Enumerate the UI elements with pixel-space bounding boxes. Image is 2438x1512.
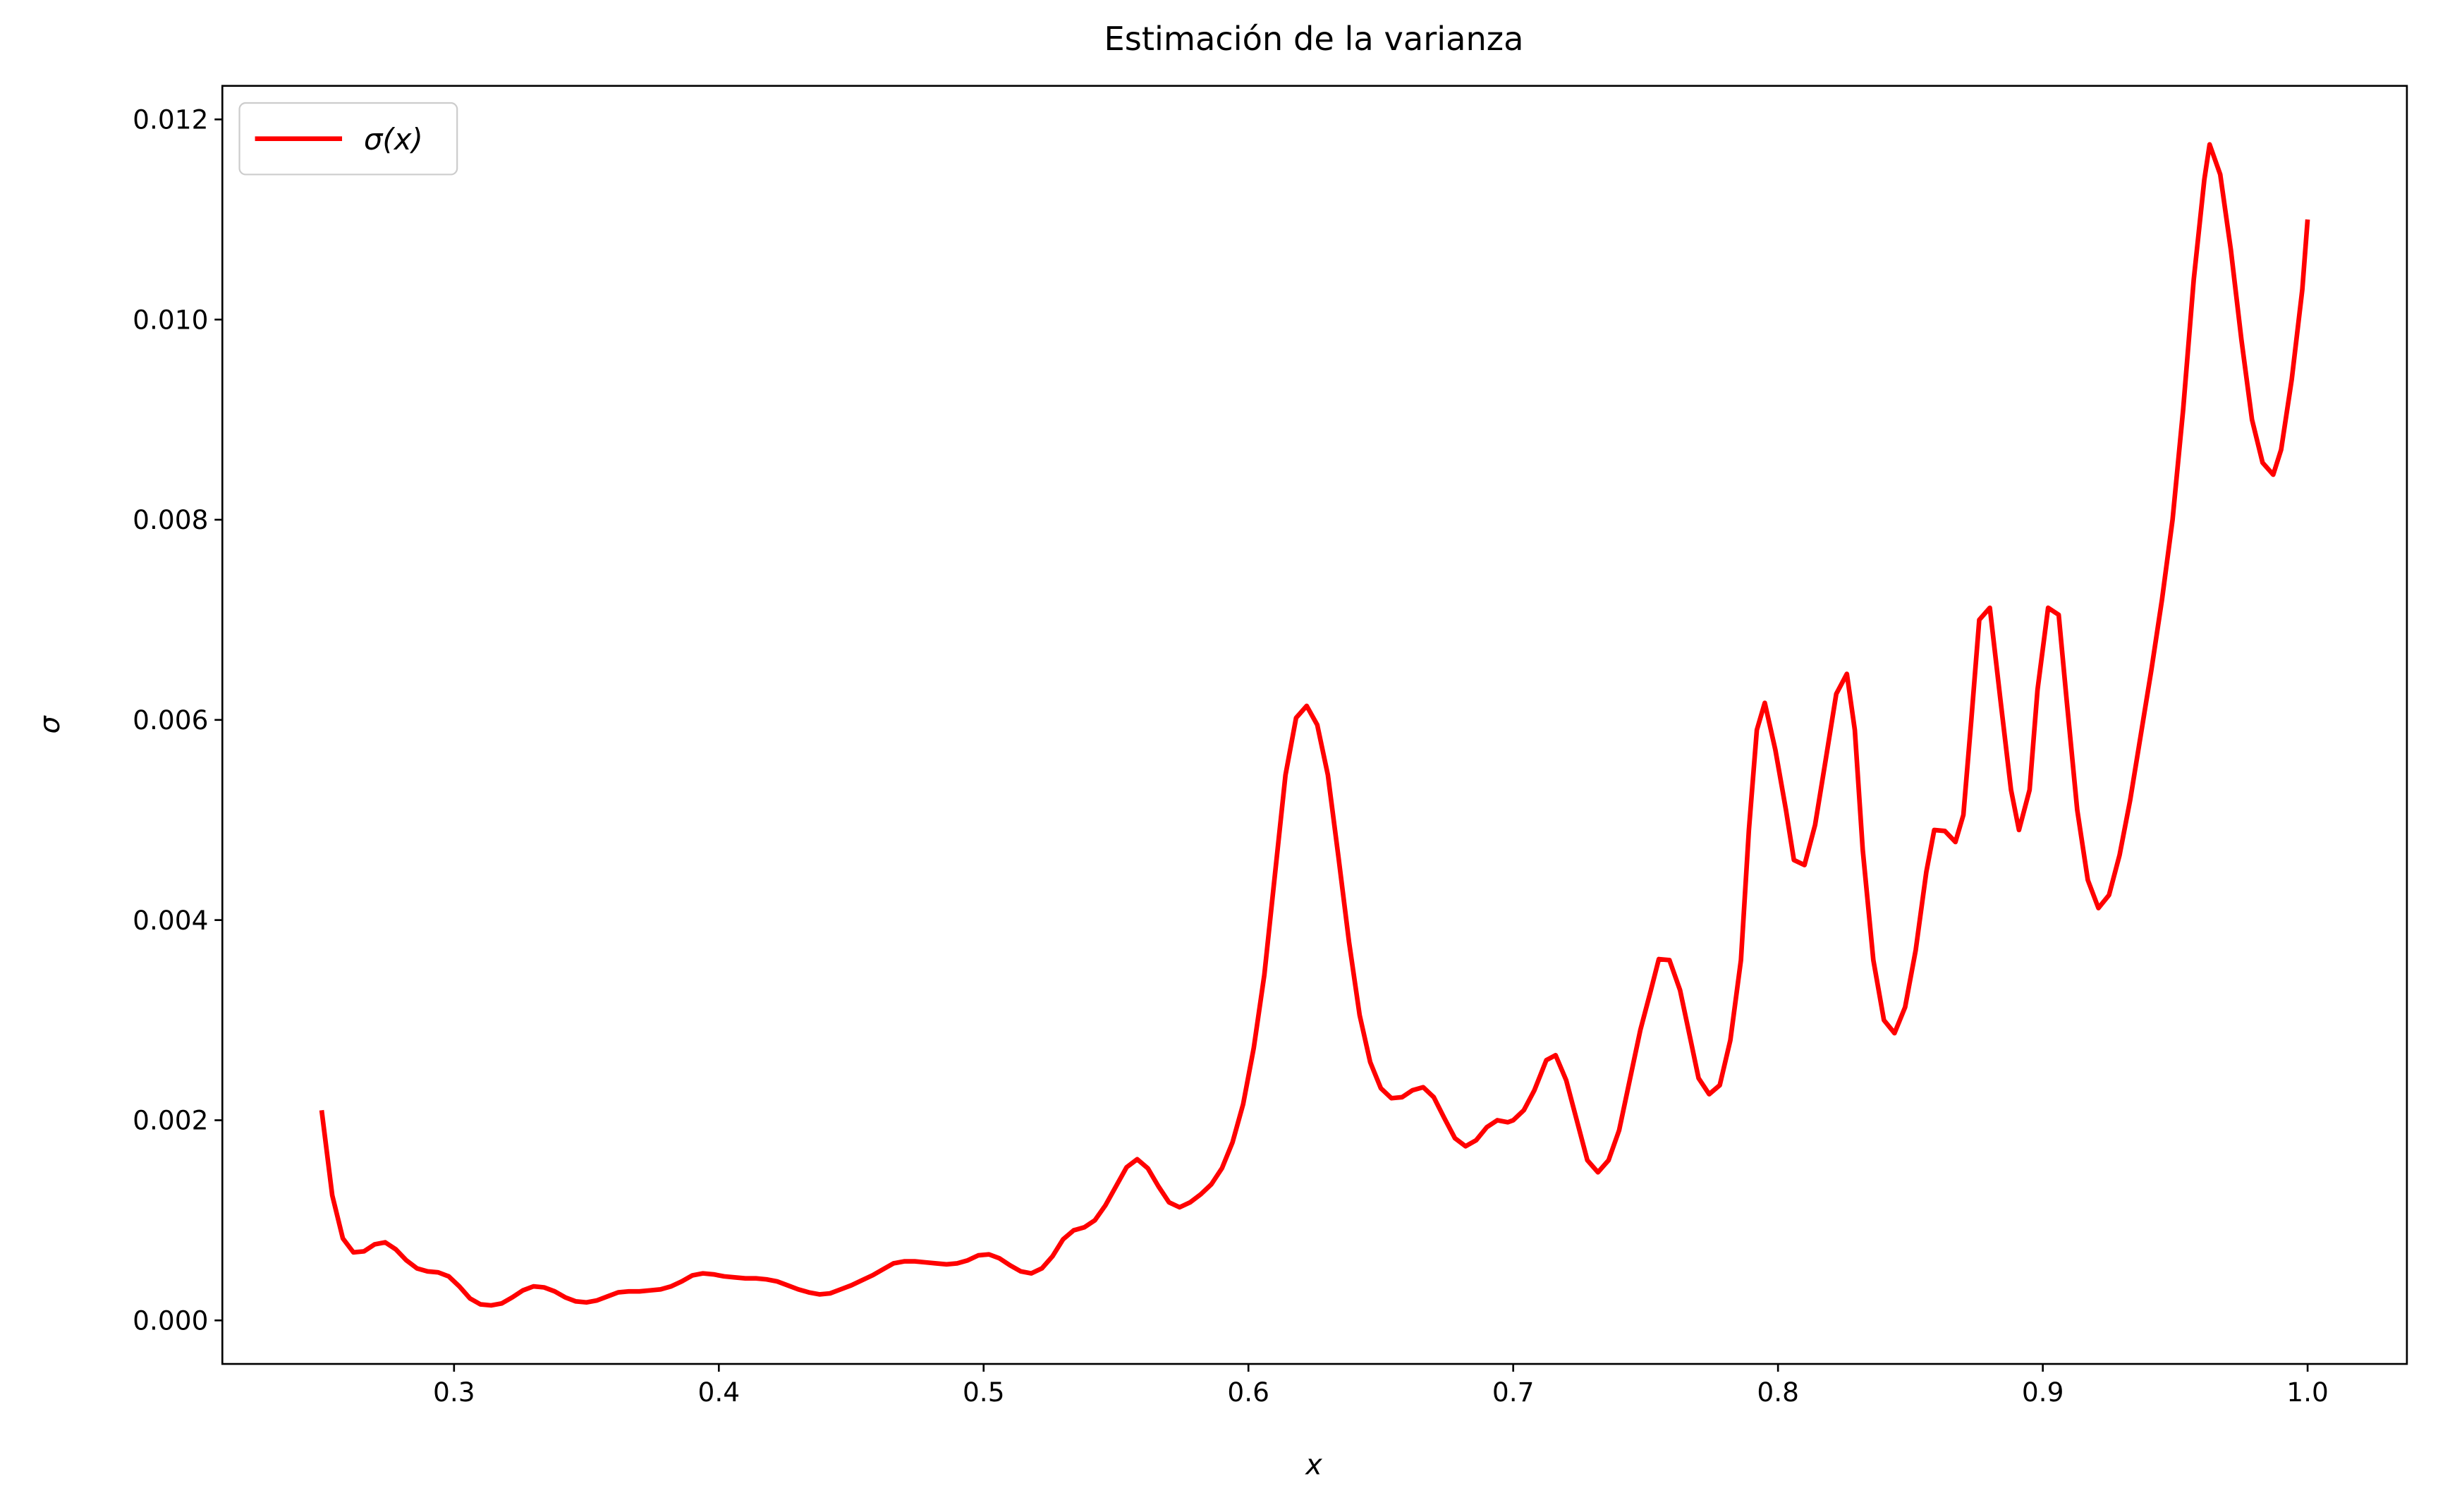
y-tick-label: 0.008 — [133, 504, 208, 535]
y-tick-label: 0.006 — [133, 705, 208, 736]
y-tick-label: 0.004 — [133, 905, 208, 936]
chart-title: Estimación de la varianza — [1104, 20, 1524, 58]
axes-frame — [221, 85, 2408, 1365]
x-tick-label: 0.5 — [963, 1377, 1005, 1408]
line-series — [319, 142, 2310, 1308]
x-tick-label: 0.6 — [1227, 1377, 1269, 1408]
y-axis-label: σ — [34, 714, 66, 733]
x-tick-label: 0.3 — [433, 1377, 475, 1408]
y-tick-label: 0.012 — [133, 104, 208, 135]
legend: σ(x) — [238, 102, 458, 176]
y-tick-label: 0.002 — [133, 1105, 208, 1136]
x-tick-label: 0.4 — [697, 1377, 740, 1408]
y-tick-label: 0.000 — [133, 1305, 208, 1336]
x-tick-label: 0.9 — [2022, 1377, 2064, 1408]
legend-label: σ(x) — [364, 122, 423, 157]
x-axis-label: x — [1304, 1449, 1322, 1482]
x-tick-label: 0.8 — [1757, 1377, 1799, 1408]
legend-box — [238, 102, 458, 176]
y-tick-label: 0.010 — [133, 304, 208, 335]
x-tick-label: 1.0 — [2286, 1377, 2329, 1408]
x-tick-label: 0.7 — [1492, 1377, 1535, 1408]
